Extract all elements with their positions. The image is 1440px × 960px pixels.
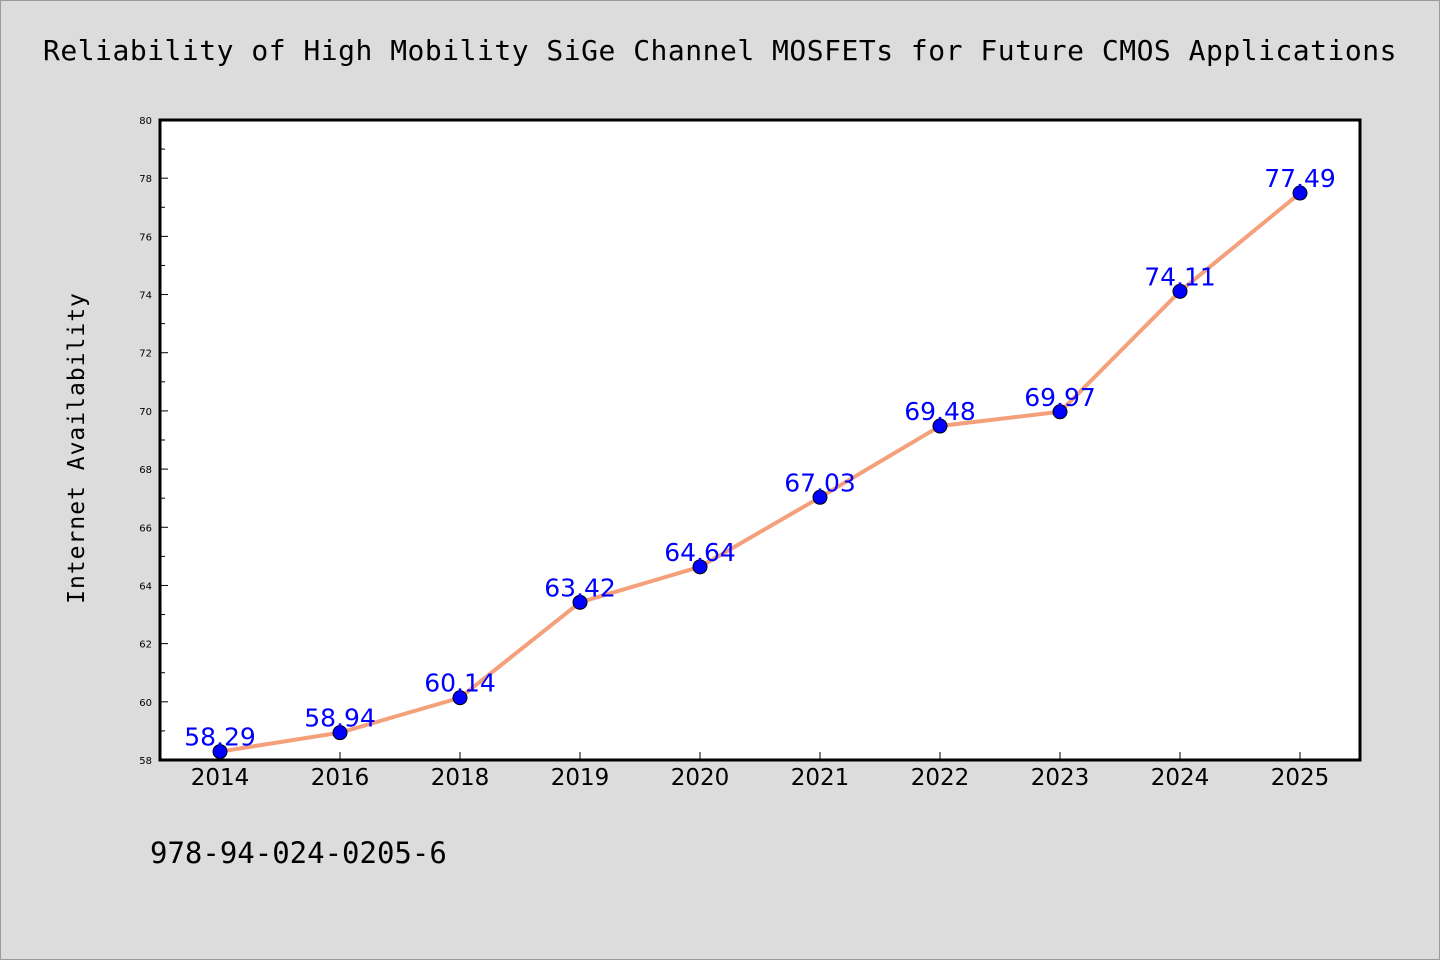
x-tick-label: 2024	[1151, 765, 1210, 791]
plot-area	[160, 120, 1360, 760]
data-label: 67.03	[784, 468, 856, 497]
data-points	[212, 185, 1308, 760]
data-label: 77.49	[1264, 164, 1336, 193]
data-label: 60.14	[424, 669, 496, 698]
x-tick-label: 2023	[1031, 765, 1090, 791]
data-point	[692, 559, 708, 575]
data-point	[932, 418, 948, 434]
data-label: 64.64	[664, 538, 736, 567]
y-tick-label: 68	[139, 465, 152, 476]
data-point	[1292, 185, 1308, 201]
x-tick-label: 2022	[911, 765, 970, 791]
data-point	[452, 690, 468, 706]
data-point	[332, 725, 348, 741]
x-tick-label: 2018	[431, 765, 490, 791]
y-axis-label: Internet Availability	[64, 292, 90, 604]
footer-code: 978-94-024-0205-6	[150, 836, 447, 870]
series-line	[219, 191, 1302, 754]
x-tick-label: 2021	[791, 765, 850, 791]
data-point	[572, 594, 588, 610]
y-tick-label: 78	[139, 174, 152, 185]
plot-border	[158, 118, 1362, 762]
x-tick-label: 2016	[311, 765, 370, 791]
y-tick-label: 72	[139, 349, 152, 360]
y-tick-label: 64	[139, 581, 152, 592]
x-axis-ticks: 2014 2016 2018 2019 2020 2021 2022 2023 2024 2025	[191, 752, 1330, 791]
y-tick-label: 74	[139, 291, 152, 302]
data-label: 74.11	[1144, 262, 1216, 291]
y-tick-label: 60	[139, 698, 152, 709]
data-label: 58.94	[304, 704, 376, 733]
y-tick-label: 70	[139, 407, 152, 418]
y-tick-label: 76	[139, 232, 152, 243]
y-tick-label: 58	[139, 756, 152, 767]
data-label: 69.97	[1024, 383, 1096, 412]
x-tick-label: 2025	[1271, 765, 1330, 791]
x-tick-label: 2019	[551, 765, 610, 791]
data-point	[1052, 404, 1068, 420]
data-label: 69.48	[904, 397, 976, 426]
data-point	[1172, 283, 1188, 299]
x-tick-label: 2020	[671, 765, 730, 791]
chart-title: Reliability of High Mobility SiGe Channe…	[43, 34, 1397, 67]
y-tick-label: 62	[139, 640, 152, 651]
data-label: 58.29	[184, 723, 256, 752]
y-tick-label: 66	[139, 523, 152, 534]
data-label: 63.42	[544, 573, 616, 602]
data-labels: 58.29 58.94 60.14 63.42 64.64 67.03 69.48 69.97…	[184, 164, 1336, 752]
x-tick-label: 2014	[191, 765, 250, 791]
data-point	[812, 489, 828, 505]
y-tick-label: 80	[139, 116, 152, 127]
